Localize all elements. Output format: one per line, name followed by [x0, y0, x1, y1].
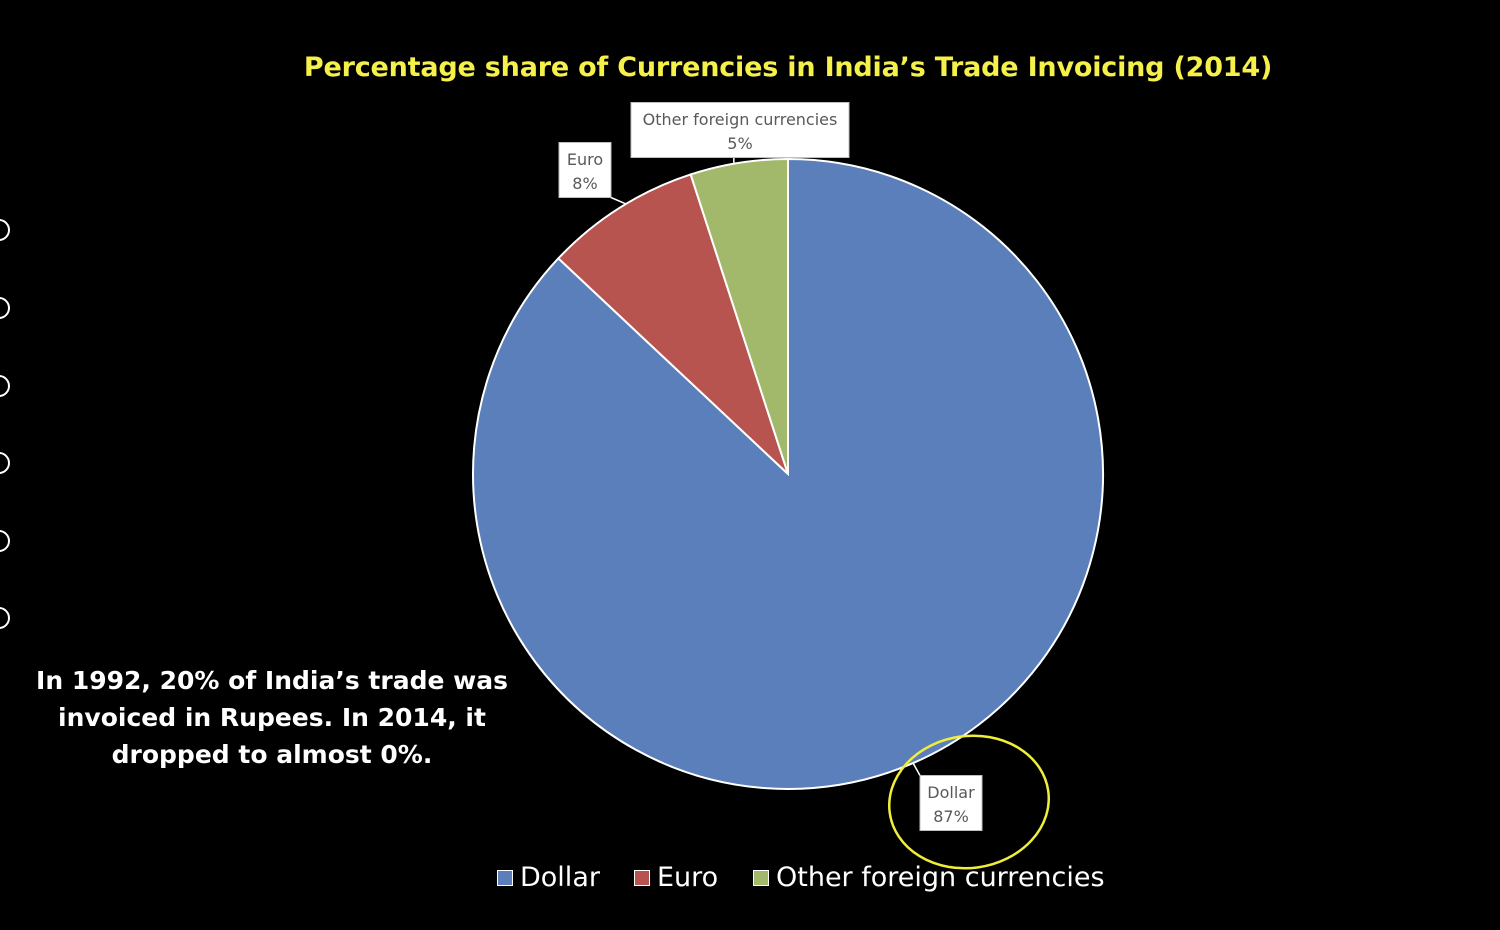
data-label-name-dollar: Dollar: [927, 783, 975, 802]
legend-item-other: Other foreign currencies: [753, 862, 1105, 893]
data-label-value-euro: 8%: [572, 174, 597, 193]
chart-title: Percentage share of Currencies in India’…: [303, 52, 1273, 83]
data-label-value-dollar: 87%: [933, 807, 969, 826]
pie-slice-other-foreign-currencies: [689, 157, 789, 475]
leader-line-euro: [610, 196, 627, 205]
data-label-name-other-foreign-currencies: Other foreign currencies: [643, 110, 838, 129]
side-note-text: In 1992, 20% of India’s trade was invoic…: [36, 666, 508, 769]
legend-swatch-dollar: [497, 869, 513, 886]
leader-line-dollar: [912, 762, 921, 776]
legend-item-euro: Euro: [634, 862, 718, 893]
legend-item-dollar: Dollar: [497, 862, 600, 893]
pie-slices: [472, 157, 1104, 790]
data-labels: Dollar 87% Euro 8% Other foreign currencies 5…: [558, 102, 983, 831]
chart-legend: Dollar Euro Other foreign currencies: [0, 862, 1500, 898]
data-label-box-dollar: [919, 775, 983, 831]
highlight-circle-annotation: [887, 734, 1051, 870]
legend-swatch-other: [753, 869, 769, 886]
legend-label-euro: Euro: [657, 862, 719, 893]
legend-label-other: Other foreign currencies: [776, 862, 1105, 893]
data-label-name-euro: Euro: [567, 150, 603, 169]
pie-slice-euro: [556, 173, 789, 475]
data-label-box-other-foreign-currencies: [630, 102, 850, 158]
data-label-box-euro: [558, 142, 612, 198]
legend-label-dollar: Dollar: [520, 862, 600, 893]
data-label-value-other-foreign-currencies: 5%: [727, 134, 752, 153]
legend-swatch-euro: [634, 869, 650, 886]
